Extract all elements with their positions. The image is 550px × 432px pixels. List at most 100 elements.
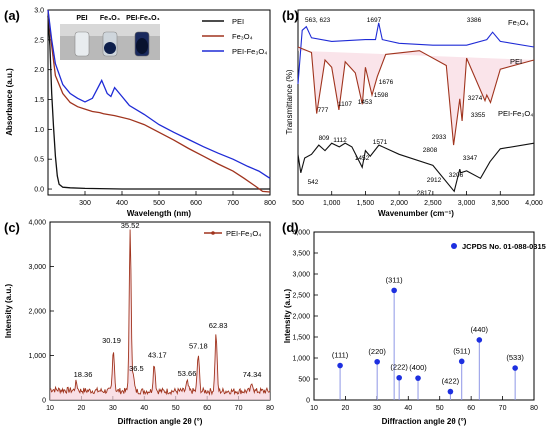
ytick-label-a: 2.0 xyxy=(34,67,44,74)
series-line-a-2 xyxy=(47,9,271,179)
xtick-label-c: 10 xyxy=(46,405,54,412)
annotation-c: 30.19 xyxy=(102,336,121,345)
plot-frame-b xyxy=(297,9,535,196)
series-line-b-1 xyxy=(297,46,535,146)
annotation-b: 777 xyxy=(318,107,329,114)
point-d xyxy=(391,287,397,294)
ytick-label-c: 0 xyxy=(42,398,46,405)
ytick-label-c: 1,000 xyxy=(28,353,46,360)
legend-a: PEI Fe₃O₄ PEI-Fe₃O₄ xyxy=(202,17,267,56)
xtick-label-b: 1,000 xyxy=(323,200,341,207)
ylabel-c: Intensity (a.u.) xyxy=(4,284,13,339)
ytick-label-d: 1,000 xyxy=(292,356,310,363)
legend-c: PEI-Fe₃O₄ xyxy=(204,229,261,238)
ytick-label-d: 4,000 xyxy=(292,230,310,237)
xtick-label-c: 60 xyxy=(203,405,211,412)
inset-label-pei-fe3o4: PEI-Fe₃O₄ xyxy=(126,15,160,22)
xtick-label-a: 700 xyxy=(227,200,239,207)
panel-b: 500 1,000 1,500 2,000 2,500 3,000 3,500 4,000 5… xyxy=(285,9,543,218)
point-d xyxy=(337,362,343,369)
ytick-label-d: 3,500 xyxy=(292,251,310,258)
point-label-d: (111) xyxy=(332,351,349,360)
annotation-b: 1107 xyxy=(338,101,352,108)
annotation-b: 542 xyxy=(308,179,319,186)
point-d xyxy=(458,358,465,365)
xtick-label-d: 40 xyxy=(404,405,412,412)
annotation-c: 74.34 xyxy=(243,370,262,379)
annotation-c: 43.17 xyxy=(148,351,167,360)
xtick-label-b: 2,500 xyxy=(424,200,442,207)
ylabel-a: Absorbance (a.u.) xyxy=(5,68,14,136)
xtick-label-c: 70 xyxy=(235,405,243,412)
point-d xyxy=(512,365,518,371)
series-line-a-1 xyxy=(47,9,271,193)
xtick-label-b: 3,000 xyxy=(458,200,476,207)
point-label-d: (311) xyxy=(386,275,403,284)
xtick-label-a: 800 xyxy=(264,200,276,207)
xlabel-a: Wavelength (nm) xyxy=(127,209,191,218)
xtick-label-a: 300 xyxy=(79,200,91,207)
series-label-b-pei: PEI xyxy=(510,57,522,66)
annotation-b: 2808 xyxy=(423,147,438,154)
inset-label-fe3o4: Fe₃O₄ xyxy=(100,15,120,22)
xtick-label-d: 10 xyxy=(310,405,318,412)
xtick-label-b: 500 xyxy=(292,200,304,207)
annotation-b: 1571 xyxy=(373,139,388,146)
panel-c: 0 1,000 2,000 3,000 4,000 10 20 30 40 50 60 70 80 3… xyxy=(4,220,274,427)
xtick-label-d: 70 xyxy=(499,405,507,412)
xtick-label-c: 40 xyxy=(140,405,148,412)
annotation-b: 2817 xyxy=(417,190,432,197)
annotation-b: 1598 xyxy=(374,92,389,99)
annotation-b: 1112 xyxy=(333,137,347,144)
annotation-b: 3274 xyxy=(468,95,483,102)
legend-d: JCPDS No. 01-088-0315 xyxy=(451,242,546,251)
xtick-label-a: 600 xyxy=(190,200,202,207)
panel-label-d: (d) xyxy=(282,220,299,235)
ytick-label-a: 0.0 xyxy=(34,187,44,194)
legend-d-label: JCPDS No. 01-088-0315 xyxy=(462,242,546,251)
annotation-c: 35.52 xyxy=(121,221,140,230)
xtick-label-d: 80 xyxy=(530,405,538,412)
ytick-label-d: 1,500 xyxy=(292,335,310,342)
annotation-b: 3355 xyxy=(471,112,486,119)
ytick-label-d: 500 xyxy=(298,377,310,384)
annotation-c: 36.5 xyxy=(129,364,144,373)
xtick-label-c: 80 xyxy=(266,405,274,412)
xlabel-c: Diffraction angle 2θ (°) xyxy=(118,417,203,426)
panel-d: 05001,0001,5002,0002,5003,0003,5004,000 … xyxy=(283,230,546,427)
xlabel-b: Wavenumber (cm⁻¹) xyxy=(378,209,454,218)
inset-label-pei: PEI xyxy=(76,15,87,22)
xtick-label-b: 4,000 xyxy=(525,200,543,207)
point-label-d: (533) xyxy=(506,353,524,362)
xtick-label-d: 30 xyxy=(373,405,381,412)
ytick-label-d: 2,000 xyxy=(292,314,310,321)
series-label-b-fe3o4: Fe₃O₄ xyxy=(508,18,529,27)
ytick-label-d: 3,000 xyxy=(292,272,310,279)
annotation-b: 3347 xyxy=(463,155,478,162)
vial-photo-inset xyxy=(60,24,160,60)
legend-a-pei: PEI xyxy=(232,17,244,26)
annotation-b: 1697 xyxy=(367,17,382,24)
legend-a-fe3o4: Fe₃O₄ xyxy=(232,32,253,41)
xtick-label-c: 50 xyxy=(172,405,180,412)
legend-a-pei-fe3o4: PEI-Fe₃O₄ xyxy=(232,47,267,56)
xtick-label-c: 20 xyxy=(78,405,86,412)
series-label-b-pei-fe3o4: PEI-Fe₃O₄ xyxy=(498,109,533,118)
point-d xyxy=(374,358,380,365)
annotation-b: 1453 xyxy=(358,99,373,106)
ytick-label-d: 0 xyxy=(306,398,310,405)
series-line-b-0 xyxy=(297,22,535,85)
point-label-d: (422) xyxy=(442,377,460,386)
point-label-d: (511) xyxy=(453,346,470,355)
annotation-b: 3206 xyxy=(449,172,464,179)
ytick-label-c: 2,000 xyxy=(28,309,46,316)
xtick-label-d: 50 xyxy=(436,405,444,412)
ylabel-b: Transmittance (%) xyxy=(285,69,294,134)
legend-c-label: PEI-Fe₃O₄ xyxy=(226,229,261,238)
xtick-label-b: 2,000 xyxy=(390,200,408,207)
annotation-b: 2933 xyxy=(432,134,447,141)
panel-label-b: (b) xyxy=(282,8,299,23)
series-line-a-0 xyxy=(47,15,270,190)
ytick-label-a: 3.0 xyxy=(34,8,44,15)
